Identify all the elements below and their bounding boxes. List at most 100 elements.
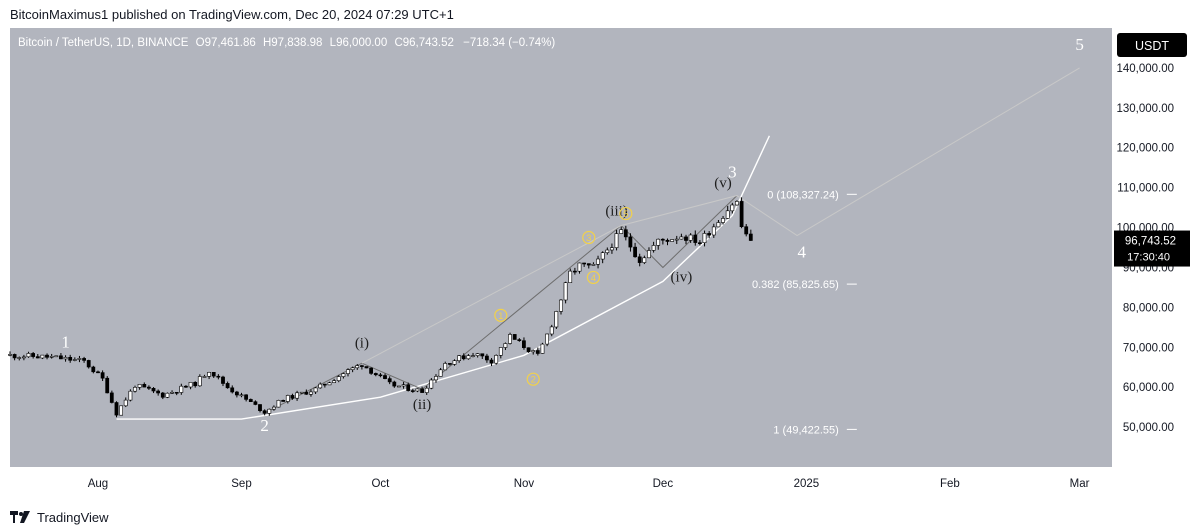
- candle-body: [248, 399, 253, 402]
- candle-body: [517, 339, 522, 342]
- candle-body: [332, 380, 337, 384]
- last-price-tag: [1114, 230, 1190, 267]
- candle-body: [647, 250, 651, 259]
- price-tick-label: 60,000.00: [1123, 382, 1174, 394]
- candle-body: [346, 369, 350, 374]
- time-tick-label: Nov: [514, 478, 535, 490]
- candle-body: [744, 226, 749, 235]
- candle-body: [447, 363, 452, 365]
- candle-body: [364, 366, 369, 369]
- candle-body: [378, 374, 383, 377]
- symbol-name: Bitcoin / TetherUS, 1D, BINANCE: [18, 37, 189, 49]
- candle-body: [540, 343, 545, 354]
- candle-body: [179, 385, 184, 393]
- candle-body: [45, 354, 49, 358]
- candle-body: [299, 391, 304, 394]
- candle-body: [369, 367, 374, 374]
- candle-body: [424, 387, 429, 393]
- parabolic-support-curve: [116, 135, 771, 420]
- candle-body: [531, 350, 536, 353]
- currency-button-label[interactable]: USDT: [1135, 39, 1169, 53]
- candle-body: [535, 350, 540, 354]
- candle-body: [568, 270, 573, 284]
- candle-body: [216, 375, 221, 378]
- candle-body: [72, 359, 77, 361]
- chart-pane[interactable]: [10, 28, 1112, 467]
- candle-body: [137, 383, 142, 388]
- candle-body: [253, 401, 258, 405]
- candle-body: [193, 381, 198, 387]
- footer-brand: TradingView: [37, 509, 109, 525]
- candle-body: [734, 201, 739, 206]
- candle-body: [109, 392, 114, 403]
- candle-body: [512, 334, 517, 340]
- candle-body: [156, 390, 161, 394]
- candle-body: [8, 354, 12, 356]
- candle-body: [605, 249, 610, 254]
- candle-body: [461, 355, 466, 360]
- candle-body: [739, 201, 744, 227]
- candle-body: [160, 392, 165, 398]
- candle-body: [392, 381, 397, 387]
- price-tick-label: 130,000.00: [1116, 103, 1174, 115]
- candle-body: [410, 390, 415, 392]
- candle-body: [563, 282, 568, 301]
- candle-body: [457, 355, 462, 362]
- candle-body: [262, 410, 267, 414]
- price-tick-label: 110,000.00: [1117, 183, 1174, 195]
- minor-wave-label: (v): [714, 176, 732, 192]
- candle-body: [31, 353, 36, 357]
- candle-body: [656, 238, 661, 246]
- candle-body: [91, 366, 96, 373]
- candle-body: [350, 367, 355, 370]
- candle-body: [591, 263, 596, 266]
- candle-body: [688, 234, 693, 241]
- publisher-line: BitcoinMaximus1 published on TradingView…: [10, 7, 454, 22]
- candle-body: [12, 354, 17, 359]
- candle-body: [174, 391, 179, 394]
- time-tick-label: 2025: [794, 478, 820, 490]
- candle-body: [489, 359, 494, 364]
- low-value: 96,000.00: [336, 37, 388, 49]
- time-axis[interactable]: [10, 467, 1112, 497]
- candle-body: [17, 357, 22, 359]
- candle-body: [49, 355, 54, 358]
- candle-body: [730, 204, 735, 212]
- candle-body: [373, 373, 378, 376]
- price-tick-label: 50,000.00: [1123, 422, 1174, 434]
- candle-body: [707, 233, 712, 236]
- candle-body: [100, 372, 105, 379]
- candle-body: [628, 236, 633, 248]
- candle-body: [549, 326, 554, 335]
- wave-path-line: [361, 67, 1080, 364]
- open-value: 97,461.86: [204, 37, 256, 49]
- candle-body: [336, 376, 341, 382]
- close-label: C: [394, 37, 403, 49]
- candle-body: [267, 408, 272, 414]
- candle-body: [596, 258, 600, 265]
- sub-wave-circle: [619, 206, 633, 221]
- minor-wave-label: (i): [355, 335, 369, 351]
- time-tick-label: Mar: [1070, 478, 1090, 490]
- candle-body: [313, 387, 318, 393]
- candle-body: [619, 229, 624, 234]
- candle-body: [716, 222, 721, 228]
- candle-body: [572, 270, 577, 273]
- time-tick-label: Feb: [940, 478, 960, 490]
- candle-body: [679, 236, 684, 240]
- candle-body: [86, 360, 91, 368]
- currency-button[interactable]: [1117, 33, 1187, 57]
- candle-body: [244, 394, 249, 400]
- low-label: L: [329, 37, 337, 49]
- sub-wave-circle: [582, 230, 596, 245]
- candle-body: [128, 390, 133, 401]
- candle-body: [420, 388, 425, 393]
- candle-body: [480, 353, 485, 357]
- fib-level-label: 0.382 (85,825.65): [752, 279, 839, 291]
- wave-path-line: [264, 195, 738, 414]
- candle-body: [623, 229, 628, 238]
- sub-wave-label: 3: [586, 233, 591, 244]
- high-value: 97,838.98: [271, 37, 323, 49]
- candle-body: [503, 343, 508, 348]
